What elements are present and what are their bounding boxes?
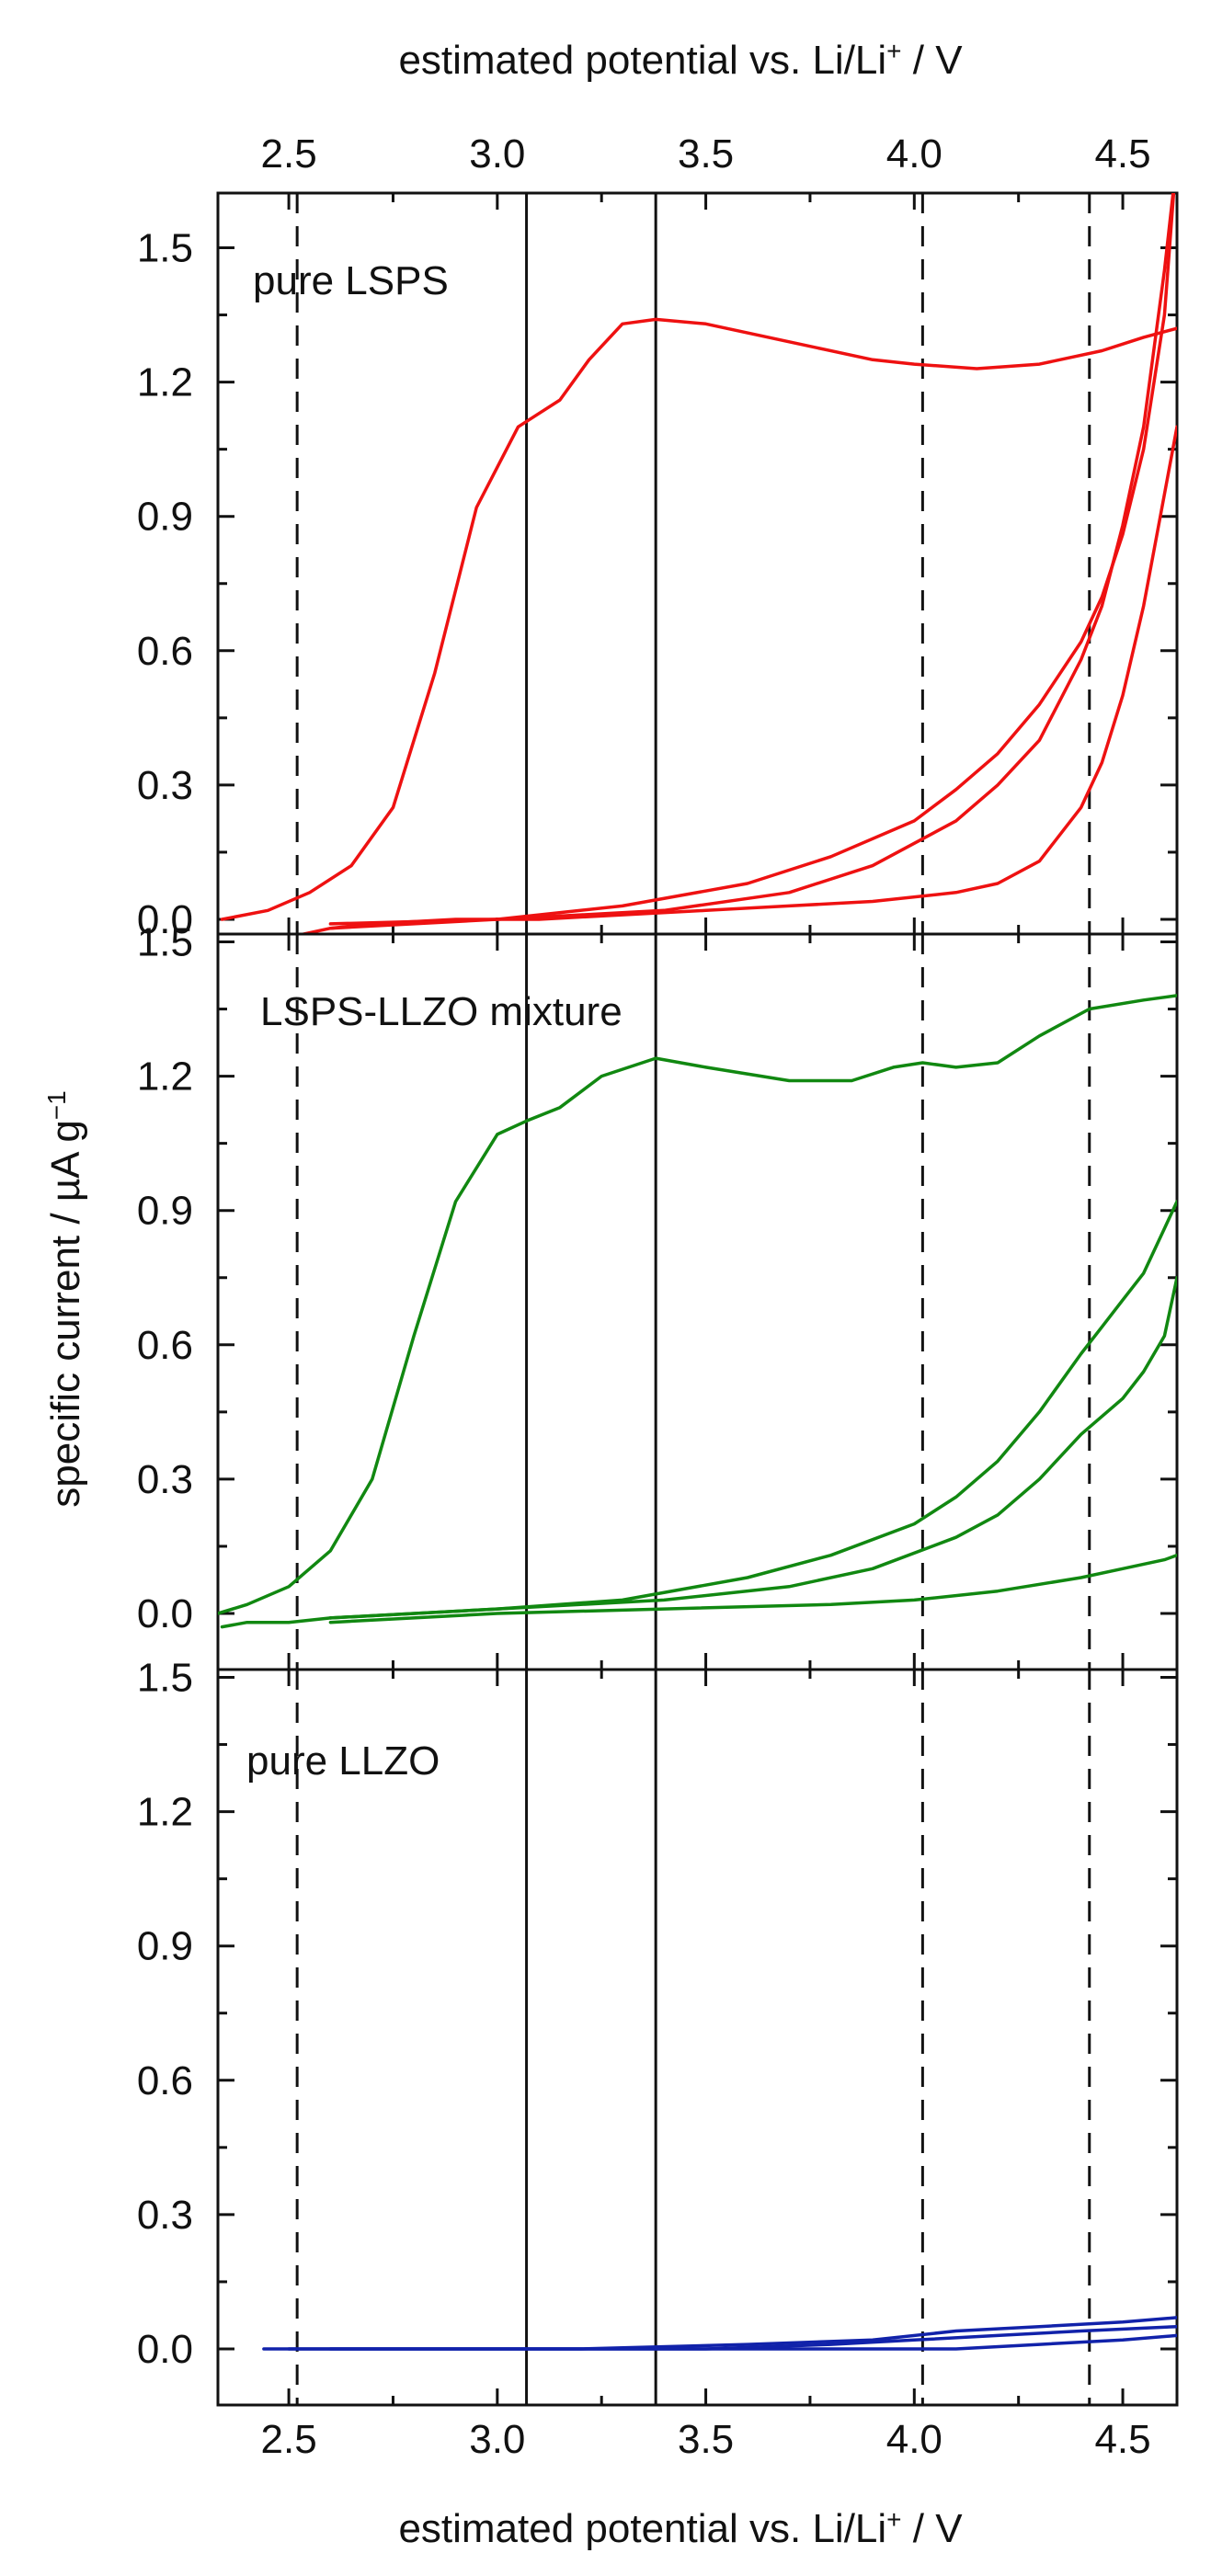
panel-label: LSPS-LLZO mixture (260, 989, 623, 1034)
panel-lsps-llzo-mixture: LSPS-LLZO mixture 0.0 0.3 0.6 0.9 1.2 1.5 (137, 920, 1179, 1671)
series-line-3 (328, 1276, 1177, 1620)
y-tick-label: 1.2 (137, 1054, 193, 1100)
panel-pure-llzo: pure LLZO 0.0 0.3 0.6 0.9 1.2 1.5 (137, 1656, 1179, 2407)
series-line-1 (268, 938, 289, 964)
y-tick-label: 0.9 (137, 495, 193, 540)
x-tick-label-bottom: 2.5 (261, 2417, 317, 2462)
series-line-1 (220, 1616, 333, 1629)
y-tick-label: 1.5 (137, 920, 193, 965)
bottom-tick-labels: 2.5 3.0 3.5 4.0 4.5 (261, 2417, 1151, 2462)
x-axis-title-top: estimated potential vs. Li/Li+ / V (398, 37, 963, 84)
y-tick-label: 1.5 (137, 226, 193, 271)
series-line-4 (328, 1200, 1177, 1620)
panel-label: pure LLZO (246, 1738, 440, 1784)
series-line-2 (328, 1553, 1177, 1624)
x-tick-label-bottom: 3.0 (469, 2417, 525, 2462)
y-axis-title: specific current / µA g−1 (42, 1090, 89, 1507)
panel-frame (216, 932, 1179, 1671)
series-group (218, 994, 1177, 1629)
y-tick-label: 0.9 (137, 1924, 193, 1969)
y-tick-label: 1.5 (137, 1656, 193, 1701)
x-tick-label-top: 4.0 (886, 131, 943, 177)
x-tick-label-bottom: 4.0 (886, 2417, 943, 2462)
y-tick-label: 0.0 (137, 1591, 193, 1636)
series-line-3 (328, 193, 1175, 930)
y-tick-label: 1.2 (137, 1790, 193, 1835)
y-tick-label: 0.3 (137, 763, 193, 808)
y-tick-label: 0.3 (137, 2193, 193, 2238)
panel-frame (216, 191, 1179, 936)
series-line-0 (218, 994, 1177, 1615)
panel-frame (216, 1668, 1179, 2407)
y-tick-label: 0.6 (137, 629, 193, 674)
panel-pure-lsps: pure LSPS 0.0 0.3 0.6 0.9 1.2 1.5 (137, 191, 1179, 964)
x-tick-label-top: 3.5 (678, 131, 734, 177)
y-tick-label: 0.3 (137, 1457, 193, 1502)
x-axis-title-bottom: estimated potential vs. Li/Li+ / V (398, 2505, 963, 2552)
series-group (220, 193, 1177, 964)
x-tick-label-top: 3.0 (469, 131, 525, 177)
y-tick-label: 1.2 (137, 360, 193, 405)
x-tick-label-bottom: 4.5 (1094, 2417, 1150, 2462)
series-group (262, 2316, 1177, 2351)
series-line-0 (220, 317, 1177, 921)
series-line-2 (328, 2316, 1177, 2351)
y-tick-label: 0.0 (137, 2327, 193, 2372)
y-tick-label: 0.9 (137, 1189, 193, 1234)
y-tick-label: 0.0 (137, 897, 193, 942)
x-tick-label-top: 2.5 (261, 131, 317, 177)
series-line-2 (296, 425, 1177, 934)
top-tick-labels: 2.5 3.0 3.5 4.0 4.5 (261, 131, 1151, 177)
x-tick-label-top: 4.5 (1094, 131, 1150, 177)
series-line-4 (328, 193, 1176, 926)
y-tick-label: 0.6 (137, 2058, 193, 2103)
x-tick-label-bottom: 3.5 (678, 2417, 734, 2462)
y-tick-label: 0.6 (137, 1323, 193, 1368)
panel-label: pure LSPS (253, 258, 449, 303)
